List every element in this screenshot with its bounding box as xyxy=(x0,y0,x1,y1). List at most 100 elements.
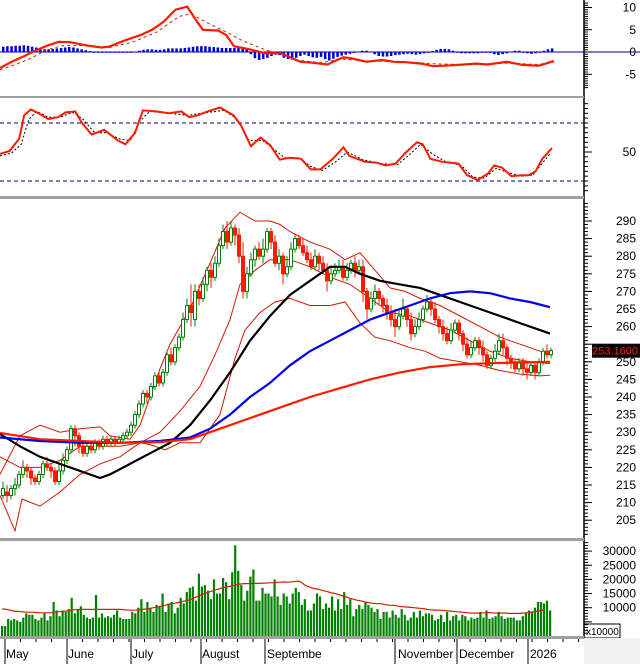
candlestick xyxy=(233,224,237,246)
x-date-label: August xyxy=(202,647,240,661)
volume-bar xyxy=(152,611,155,636)
macd-histogram-bar xyxy=(332,52,335,59)
volume-bar xyxy=(527,610,530,636)
macd-histogram-bar xyxy=(497,52,500,56)
candlestick xyxy=(149,382,153,401)
volume-bar xyxy=(255,600,258,636)
volume-bar xyxy=(549,610,552,636)
volume-bar xyxy=(282,593,285,636)
macd-histogram-bar xyxy=(319,52,323,57)
candlestick xyxy=(53,467,57,485)
candlestick xyxy=(453,319,457,334)
y-tick-label: 260 xyxy=(616,320,636,334)
stochastic-panel[interactable] xyxy=(0,106,584,182)
macd-histogram-bar xyxy=(505,52,508,54)
candle-body xyxy=(541,350,545,363)
panel-divider xyxy=(0,196,584,199)
volume-bar xyxy=(134,613,137,636)
candle-body xyxy=(533,364,537,373)
candle-body xyxy=(193,290,197,321)
candle-body xyxy=(393,319,397,328)
volume-bar xyxy=(31,614,34,636)
volume-bar xyxy=(321,609,325,636)
candle-body xyxy=(477,340,481,349)
candlestick xyxy=(269,228,273,250)
candle-body xyxy=(441,326,445,335)
volume-bar xyxy=(503,619,506,636)
macd-histogram-bar xyxy=(307,52,310,56)
macd-histogram-bar xyxy=(224,48,228,52)
candle-body xyxy=(181,319,185,338)
candle-body xyxy=(213,262,217,278)
volume-bar xyxy=(364,602,367,636)
y-tick-label: 270 xyxy=(616,284,636,298)
macd-histogram-bar xyxy=(200,46,203,52)
candlestick xyxy=(161,368,165,387)
volume-bar xyxy=(103,617,107,636)
candle-body xyxy=(153,375,157,387)
volume-bar xyxy=(13,619,16,636)
volume-bar xyxy=(79,606,82,636)
macd-histogram-bar xyxy=(381,52,385,57)
candlestick xyxy=(201,277,205,302)
candle-body xyxy=(217,245,221,264)
candle-body xyxy=(497,340,501,352)
candlestick xyxy=(429,298,433,317)
volume-bar xyxy=(512,617,515,636)
macd-histogram-bar xyxy=(414,52,418,55)
volume-bar xyxy=(391,610,394,636)
candle-body xyxy=(53,470,57,482)
macd-histogram-bar xyxy=(385,52,389,57)
macd-histogram-bar xyxy=(439,48,442,52)
candlestick xyxy=(361,259,365,302)
candle-body xyxy=(321,262,325,271)
macd-panel[interactable] xyxy=(0,5,640,71)
volume-bar xyxy=(455,614,458,636)
macd-histogram-bar xyxy=(340,52,343,56)
price-panel[interactable]: 253.1600 xyxy=(0,211,640,533)
candle-body xyxy=(129,424,133,433)
volume-bar xyxy=(488,619,491,636)
candle-body xyxy=(157,375,161,384)
volume-bar xyxy=(113,614,116,636)
volume-bar xyxy=(309,610,312,636)
macd-histogram-bar xyxy=(183,48,187,52)
candle-body xyxy=(161,371,165,384)
volume-bar xyxy=(494,616,497,636)
macd-histogram-bar xyxy=(117,52,121,53)
volume-bar xyxy=(470,617,473,636)
macd-histogram-bar xyxy=(489,52,492,53)
x-axis: May June July August Septembe November Decembe… xyxy=(0,637,640,664)
macd-histogram-bar xyxy=(14,45,17,52)
volume-bar xyxy=(149,607,152,636)
candlestick xyxy=(393,309,397,338)
candlestick xyxy=(121,432,125,443)
volume-panel[interactable]: x10000 xyxy=(1,545,621,639)
volume-bar xyxy=(52,602,55,636)
candle-body xyxy=(397,315,401,328)
macd-histogram-bar xyxy=(84,50,87,52)
volume-bar xyxy=(206,590,210,636)
candle-body xyxy=(189,304,193,314)
macd-histogram-bar xyxy=(546,49,550,52)
macd-histogram-bar xyxy=(249,52,253,55)
ma20-line xyxy=(0,265,551,480)
macd-histogram-bar xyxy=(513,50,517,52)
candlestick xyxy=(485,351,489,369)
candle-body xyxy=(145,392,149,398)
macd-histogram-bar xyxy=(253,52,257,59)
candle-body xyxy=(285,266,289,275)
volume-bar xyxy=(433,620,437,636)
macd-histogram-bar xyxy=(150,49,154,52)
volume-bar xyxy=(452,616,455,636)
candle-body xyxy=(313,255,317,268)
macd-histogram-bar xyxy=(30,46,34,52)
candle-body xyxy=(225,231,229,243)
candlestick xyxy=(397,309,401,331)
candle-body xyxy=(253,248,257,261)
stoch-pct-d-line xyxy=(0,109,551,179)
candle-body xyxy=(309,259,313,268)
candlestick xyxy=(17,470,21,489)
volume-bar xyxy=(476,617,479,636)
